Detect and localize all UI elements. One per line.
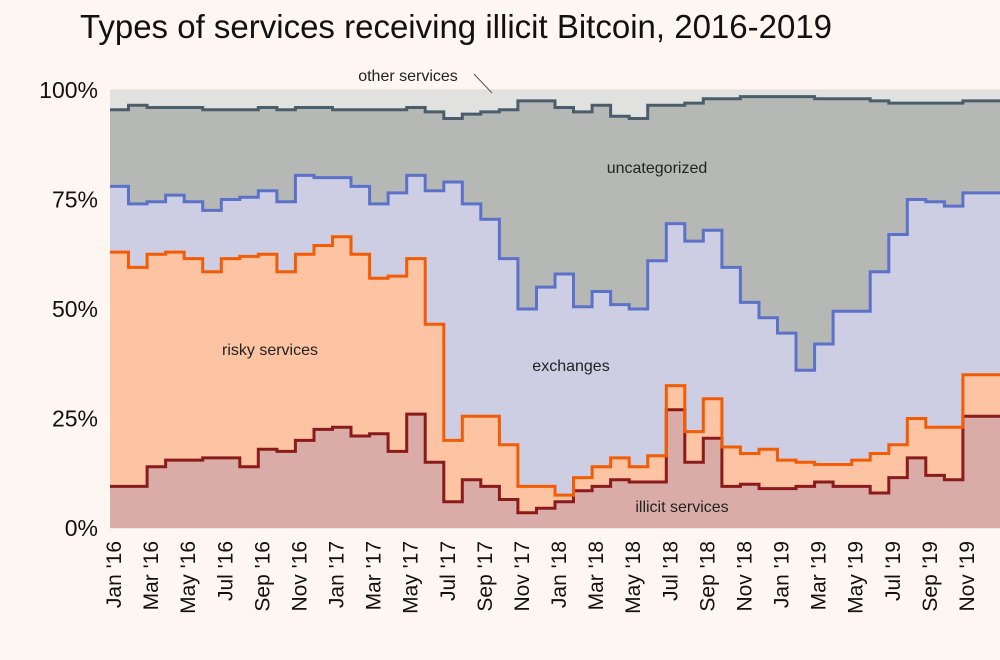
line-uncategorized xyxy=(110,95,1000,120)
x-tick-label: Sep '18 xyxy=(696,541,719,612)
x-axis-tick-labels: Jan '16 Mar '16 May '16 Jul '16 Sep '16 Nov '… xyxy=(103,541,979,614)
x-tick-label: Jul '18 xyxy=(659,541,682,601)
line-illicit-services xyxy=(110,408,1000,515)
series-label-illicit-services: illicit services xyxy=(635,499,728,516)
series-label-other-services: other services xyxy=(358,68,458,85)
x-tick-label: May '17 xyxy=(400,541,423,614)
y-axis-tick-labels: 0% 25% 50% 75% 100% xyxy=(39,77,98,541)
x-tick-label: Jul '16 xyxy=(214,541,237,601)
x-tick-label: Jul '17 xyxy=(437,541,460,601)
x-tick-label: Sep '16 xyxy=(251,541,274,612)
x-tick-label: Jan '16 xyxy=(103,541,126,608)
series-label-risky-services: risky services xyxy=(222,342,318,359)
area-fills xyxy=(110,90,1000,528)
chart-title: Types of services receiving illicit Bitc… xyxy=(80,8,833,45)
y-tick-label: 75% xyxy=(52,187,98,213)
x-tick-label: Mar '16 xyxy=(140,541,163,610)
x-tick-label: May '18 xyxy=(622,541,645,614)
series-lines xyxy=(110,95,1000,515)
area-uncategorized xyxy=(110,96,1000,371)
y-tick-label: 25% xyxy=(52,406,98,432)
area-exchanges xyxy=(110,175,1000,496)
y-tick-label: 50% xyxy=(52,296,98,322)
x-tick-label: Nov '16 xyxy=(288,541,311,612)
x-tick-label: May '19 xyxy=(845,541,868,614)
area-risky-services xyxy=(110,236,1000,513)
series-label-exchanges: exchanges xyxy=(532,358,609,375)
x-tick-label: Jan '19 xyxy=(771,541,794,608)
series-label-uncategorized: uncategorized xyxy=(607,160,708,177)
x-tick-label: Jan '17 xyxy=(326,541,349,608)
x-tick-label: Jan '18 xyxy=(548,541,571,608)
x-tick-label: Mar '19 xyxy=(808,541,831,610)
y-tick-label: 100% xyxy=(39,77,98,103)
x-tick-label: Mar '17 xyxy=(363,541,386,610)
x-tick-label: Nov '17 xyxy=(511,541,534,612)
x-tick-label: Nov '19 xyxy=(956,541,979,612)
area-illicit-services xyxy=(110,409,1000,528)
x-tick-label: Sep '19 xyxy=(919,541,942,612)
label-leader-line xyxy=(473,73,493,94)
y-tick-label: 0% xyxy=(65,515,98,541)
x-tick-label: Jul '19 xyxy=(882,541,905,601)
x-tick-label: May '16 xyxy=(177,541,200,614)
x-tick-label: Sep '17 xyxy=(474,541,497,612)
line-risky-services xyxy=(110,235,1000,497)
line-exchanges xyxy=(110,173,1000,372)
x-tick-label: Mar '18 xyxy=(585,541,608,610)
x-tick-label: Nov '18 xyxy=(733,541,756,612)
series-labels: illicit services risky services exchanges u… xyxy=(222,68,729,516)
